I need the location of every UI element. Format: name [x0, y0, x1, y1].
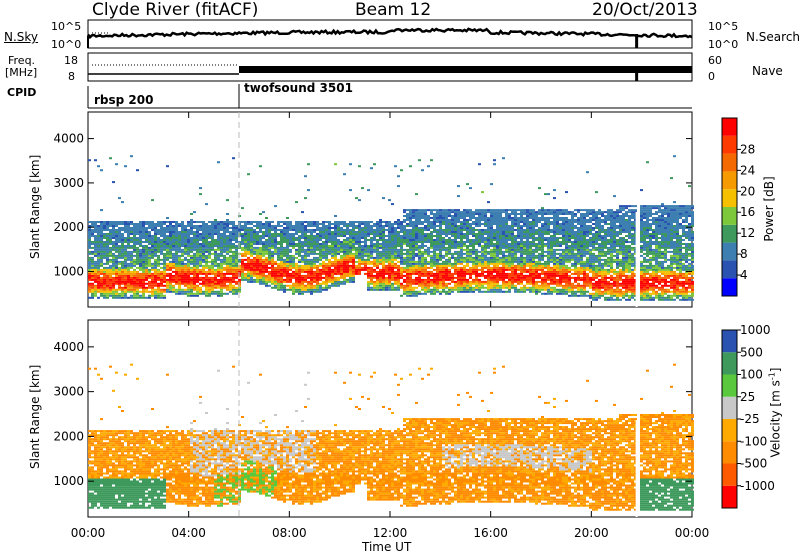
- power-colorbar-swatch: [722, 242, 737, 261]
- velocity-heatmap: [88, 363, 694, 511]
- y-tick-label: 4000: [53, 132, 84, 146]
- velocity-colorbar-swatch: [722, 419, 737, 442]
- x-tick-label: 00:00: [71, 526, 106, 540]
- date-title: 20/Oct/2013: [592, 0, 698, 20]
- freq-tick-high: 18: [64, 54, 78, 67]
- velocity-colorbar-swatch: [722, 330, 737, 353]
- power-heatmap: [88, 155, 694, 301]
- power-colorbar-tick-label: 12: [740, 226, 755, 240]
- nsearch-tick-low: 10^0: [708, 38, 739, 51]
- cpid-segment-2: twofsound 3501: [244, 81, 353, 95]
- velocity-colorbar-swatch: [722, 463, 737, 486]
- nave-band: [239, 66, 692, 73]
- velocity-colorbar-tick-label: -25: [740, 412, 760, 426]
- power-colorbar-swatch: [722, 224, 737, 243]
- power-colorbar-swatch: [722, 153, 737, 172]
- x-tick-label: 16:00: [473, 526, 508, 540]
- nsky-label: N.Sky: [4, 30, 39, 44]
- nave-tick-high: 60: [708, 54, 722, 67]
- velocity-colorbar-swatch: [722, 396, 737, 419]
- x-tick-label: 04:00: [171, 526, 206, 540]
- velocity-colorbar-tick-label: 1000: [740, 323, 771, 337]
- velocity-colorbar-tick-label: -500: [740, 457, 767, 471]
- y-tick-label: 2000: [53, 220, 84, 234]
- power-colorbar-swatch: [722, 171, 737, 190]
- power-colorbar-swatch: [722, 278, 737, 296]
- freq-label: Freq.: [8, 54, 36, 67]
- power-colorbar-tick-label: 20: [740, 184, 755, 198]
- velocity-colorbar-swatch: [722, 485, 737, 508]
- beam-title: Beam 12: [355, 0, 432, 20]
- y-tick-label: 3000: [53, 176, 84, 190]
- nsearch-label: N.Search: [746, 30, 800, 44]
- power-colorbar-tick-label: 4: [740, 268, 748, 282]
- nsky-tick-low: 10^0: [51, 38, 82, 51]
- nsky-trace: [86, 27, 693, 40]
- power-colorbar-tick-label: 8: [740, 247, 748, 261]
- velocity-colorbar-swatch: [722, 352, 737, 375]
- freq-unit: [MHz]: [5, 66, 38, 79]
- x-axis-label: Time UT: [362, 540, 412, 554]
- cpid-label: CPID: [7, 86, 37, 99]
- nave-tick-low: 0: [708, 70, 715, 83]
- freq-tick-low: 8: [68, 70, 75, 83]
- power-colorbar-swatch: [722, 260, 737, 279]
- velocity-colorbar-tick-label: 25: [740, 390, 755, 404]
- power-colorbar-tick-label: 16: [740, 205, 755, 219]
- nsky-panel: [87, 19, 693, 49]
- station-title: Clyde River (fitACF): [92, 0, 259, 20]
- nsky-tick-high: 10^5: [51, 20, 82, 33]
- velocity-colorbar-tick-label: 100: [740, 368, 763, 382]
- y-tick-label: 3000: [53, 385, 84, 399]
- power-colorbar-frame: [721, 117, 738, 297]
- y-tick-label: 2000: [53, 429, 84, 443]
- y-tick-label: 1000: [53, 474, 84, 488]
- power-colorbar-swatch: [722, 118, 737, 136]
- y-tick-label: 1000: [53, 265, 84, 279]
- y-tick-label: 4000: [53, 340, 84, 354]
- nave-label: Nave: [752, 64, 783, 78]
- power-colorbar-swatch: [722, 135, 737, 154]
- velocity-colorbar-swatch: [722, 441, 737, 464]
- power-colorbar-tick-label: 28: [740, 142, 755, 156]
- nsearch-tick-high: 10^5: [708, 20, 739, 33]
- cpid-segment-1: rbsp 200: [94, 93, 154, 107]
- velocity-colorbar-tick-label: -100: [740, 434, 767, 448]
- power-colorbar-tick-label: 24: [740, 163, 755, 177]
- velocity-colorbar-tick-label: 500: [740, 345, 763, 359]
- x-tick-label: 00:00: [675, 526, 710, 540]
- x-tick-label: 12:00: [373, 526, 408, 540]
- x-tick-label: 08:00: [272, 526, 307, 540]
- velocity-colorbar-tick-label: -1000: [740, 479, 775, 493]
- velocity-colorbar-swatch: [722, 374, 737, 397]
- x-tick-label: 20:00: [574, 526, 609, 540]
- power-colorbar-swatch: [722, 207, 737, 225]
- power-colorbar-swatch: [722, 189, 737, 207]
